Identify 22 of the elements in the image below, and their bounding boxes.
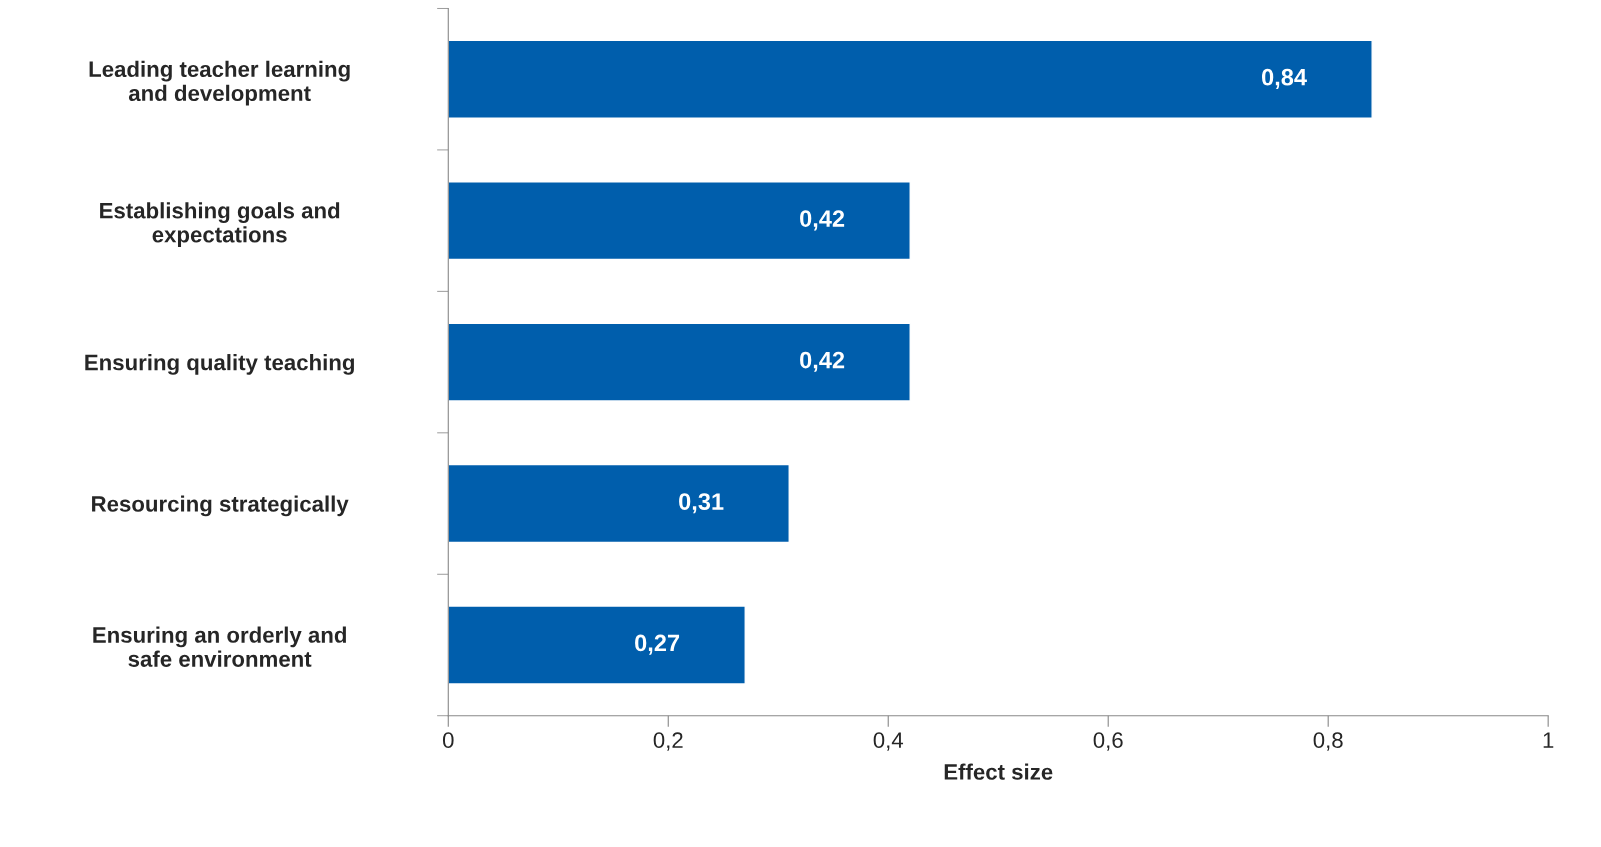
y-tick-label: Establishing goals and expectations (100, 202, 340, 247)
data-label: 0,42 (800, 351, 845, 372)
bar (448, 322, 911, 402)
x-tick-label: 0 (442, 732, 454, 749)
x-axis-title: Effect size (944, 763, 1053, 780)
x-tick-label: 0,8 (1313, 732, 1343, 751)
bar (448, 181, 911, 261)
x-tick-label: 0,4 (873, 732, 904, 751)
bar (448, 39, 1373, 119)
data-label: 0,27 (635, 634, 680, 655)
data-label: 0,31 (679, 493, 724, 514)
data-label: 0,84 (1262, 68, 1307, 89)
y-tick-label: Resourcing strategically (92, 495, 349, 517)
bar (448, 605, 746, 685)
x-tick-label: 0,2 (653, 732, 683, 751)
y-tick-label: Ensuring an orderly and safe environment (93, 626, 346, 667)
y-tick-label: Ensuring quality teaching (85, 354, 354, 375)
x-tick-label: 1 (1543, 732, 1554, 748)
x-tick-label: 0,6 (1093, 732, 1123, 751)
data-label: 0,42 (800, 210, 845, 231)
y-tick-label: Leading teacher learning and development (89, 60, 350, 106)
bar (448, 463, 790, 544)
